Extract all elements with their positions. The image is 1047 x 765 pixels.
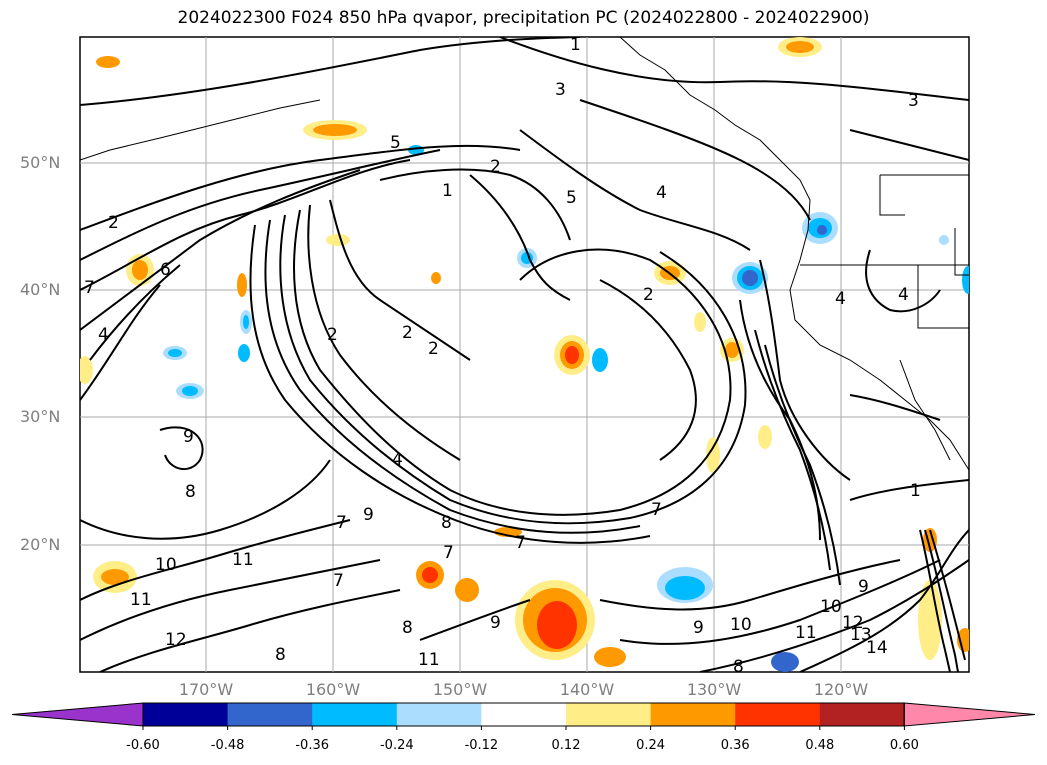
- contour-label: 9: [490, 613, 501, 633]
- precip-shading: [80, 37, 969, 672]
- lon-label-130w: 130°W: [686, 680, 742, 699]
- map-title: 2024022300 F024 850 hPa qvapor, precipit…: [177, 8, 870, 28]
- contour-label: 2: [402, 323, 413, 343]
- contour-label: 9: [693, 618, 704, 638]
- contour-label: 7: [515, 533, 526, 553]
- contour-label: 9: [363, 505, 374, 525]
- contour-label: 13: [850, 625, 872, 645]
- contour-label: 2: [643, 285, 654, 305]
- colorbar-segment: [227, 703, 313, 726]
- contour-label: 11: [232, 550, 254, 570]
- contour-label: 4: [656, 183, 667, 203]
- lat-label-30n: 30°N: [20, 407, 61, 426]
- colorbar-tick-label: 0.24: [636, 738, 666, 753]
- lon-label-140w: 140°W: [559, 680, 615, 699]
- map-frame: [79, 36, 970, 673]
- contour-label: 1: [910, 481, 921, 501]
- lon-label-160w: 160°W: [305, 680, 361, 699]
- lon-label-170w: 170°W: [178, 680, 234, 699]
- lon-label-150w: 150°W: [432, 680, 488, 699]
- contour-label: 11: [418, 650, 440, 670]
- contour-label: 7: [84, 278, 95, 298]
- colorbar-segment: [566, 703, 652, 726]
- contour-label: 2: [108, 213, 119, 233]
- lat-label-40n: 40°N: [20, 280, 61, 299]
- contour-label: 2: [327, 325, 338, 345]
- contour-label: 7: [336, 513, 347, 533]
- colorbar-tick-label: -0.60: [126, 738, 160, 753]
- colorbar-segment: [650, 703, 736, 726]
- contour-label: 14: [866, 638, 888, 658]
- contour-label: 7: [443, 543, 454, 563]
- lat-label-20n: 20°N: [20, 535, 61, 554]
- contour-label: 2: [428, 339, 439, 359]
- colorbar-segment: [143, 703, 229, 726]
- contour-label: 6: [160, 260, 171, 280]
- contour-label: 10: [820, 597, 842, 617]
- contour-label: 11: [130, 590, 152, 610]
- contour-label: 5: [390, 133, 401, 153]
- contour-label: 10: [155, 555, 177, 575]
- contour-label: 11: [795, 623, 817, 643]
- contour-label: 4: [98, 325, 109, 345]
- colorbar-tick-label: 0.48: [805, 738, 835, 753]
- contour-label: 4: [835, 289, 846, 309]
- colorbar-segment: [396, 703, 482, 726]
- map-panel: 3 5 2 1 5 4 2 6 7 4 2 2 2 2 9 8 4 8 7 7 …: [79, 35, 970, 677]
- contour-label: 1: [442, 181, 453, 201]
- colorbar-segment: [481, 703, 567, 726]
- colorbar-segment: [312, 703, 398, 726]
- contour-label: 8: [733, 657, 744, 677]
- contour-label: 12: [842, 613, 864, 633]
- contour-label: 8: [185, 482, 196, 502]
- colorbar-extend-min: [11, 702, 144, 727]
- coastlines: [80, 37, 969, 471]
- contour-label: 9: [183, 427, 194, 447]
- contour-label: 2: [490, 157, 501, 177]
- contour-label: 4: [898, 285, 909, 305]
- contour-label: 12: [165, 630, 187, 650]
- colorbar-tick-label: -0.12: [464, 738, 499, 753]
- contour-label: 1: [570, 35, 581, 55]
- contour-label: 8: [441, 513, 452, 533]
- colorbar-extend-max: [903, 702, 1036, 727]
- contour-label: 7: [333, 571, 344, 591]
- contour-label: 3: [908, 91, 919, 111]
- contour-label: 9: [858, 577, 869, 597]
- contour-label: 8: [275, 645, 286, 665]
- colorbar-tick-label: -0.24: [379, 738, 414, 753]
- colorbar-segment: [735, 703, 821, 726]
- lat-label-50n: 50°N: [20, 153, 61, 172]
- contour-label: 8: [402, 618, 413, 638]
- contour-label: 7: [651, 500, 662, 520]
- colorbar-segments: [11, 702, 1036, 727]
- qvapor-contours: [80, 37, 969, 672]
- contour-label: 10: [730, 615, 752, 635]
- colorbar-tick-label: -0.36: [295, 738, 330, 753]
- colorbar-ticks: [142, 726, 905, 730]
- colorbar-tick-label: 0.36: [720, 738, 750, 753]
- colorbar-tick-label: 0.12: [551, 738, 581, 753]
- colorbar-segment: [819, 703, 905, 726]
- contour-label: 4: [392, 450, 403, 470]
- contour-label: 5: [566, 188, 577, 208]
- colorbar-tick-label: 0.60: [889, 738, 919, 753]
- contour-label: 3: [555, 80, 566, 100]
- colorbar-frame: [142, 702, 905, 727]
- lon-label-120w: 120°W: [813, 680, 869, 699]
- colorbar-tick-label: -0.48: [210, 738, 245, 753]
- contour-label-group: 3 5 2 1 5 4 2 6 7 4 2 2 2 2 9 8 4 8 7 7 …: [84, 35, 921, 677]
